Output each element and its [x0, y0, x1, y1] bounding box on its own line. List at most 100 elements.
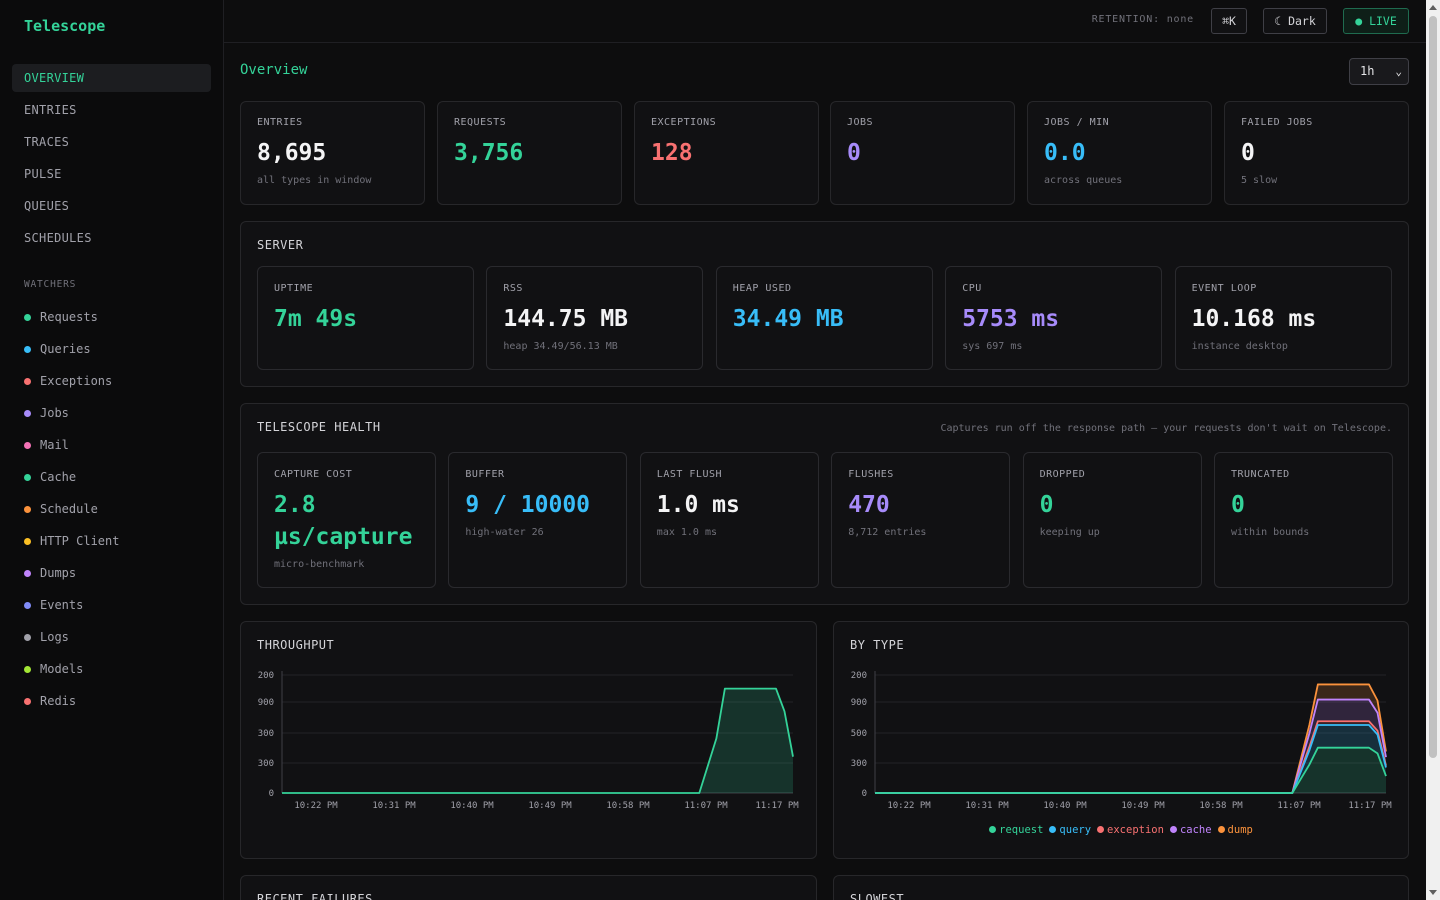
by-type-legend: request query exception cache dump [834, 824, 1408, 836]
x-tick-label: 10:31 PM [372, 801, 416, 811]
y-tick-label: 0 [269, 789, 274, 799]
server-metric: EVENT LOOP 10.168 ms instance desktop [1174, 266, 1392, 370]
watcher-label: Dumps [40, 566, 77, 580]
watcher-item[interactable]: Mail [24, 433, 119, 465]
nav-item-queues[interactable]: QUEUES [24, 199, 70, 213]
watcher-label: Mail [40, 438, 69, 452]
metric-label: RSS [503, 283, 523, 294]
legend-item[interactable]: dump [1217, 824, 1253, 836]
theme-toggle-button[interactable]: ☾ Dark [1263, 8, 1327, 34]
watcher-label: Exceptions [40, 374, 113, 388]
server-metric: CPU 5753 ms sys 697 ms [945, 266, 1163, 370]
watcher-list: Requests Queries Exceptions Jobs Mail Cache Sc… [24, 305, 119, 721]
status-dot-icon [24, 378, 31, 385]
nav-item-schedules[interactable]: SCHEDULES [24, 231, 92, 245]
page-scrollbar[interactable] [1426, 0, 1440, 900]
metric-subtext: within bounds [1231, 527, 1310, 538]
metric-label: LAST FLUSH [656, 469, 723, 480]
watcher-item[interactable]: Exceptions [24, 369, 119, 401]
watcher-label: Queries [40, 342, 91, 356]
metric-label: BUFFER [465, 469, 505, 480]
watcher-item[interactable]: Events [24, 593, 119, 625]
watcher-item[interactable]: Redis [24, 689, 119, 721]
metric-label: UPTIME [274, 283, 314, 294]
stat-card: ENTRIES 8,695 all types in window [240, 101, 425, 205]
health-metric: BUFFER 9 / 10000 high-water 26 [448, 452, 628, 588]
metric-subtext: keeping up [1039, 527, 1100, 538]
watcher-item[interactable]: Schedule [24, 497, 119, 529]
stat-subtext: across queues [1044, 175, 1123, 186]
stat-card: REQUESTS 3,756 [437, 101, 622, 205]
legend-item[interactable]: exception [1097, 824, 1164, 836]
stat-card: FAILED JOBS 0 5 slow [1224, 101, 1409, 205]
slowest-title: SLOWEST [850, 892, 905, 900]
app-logo[interactable]: Telescope [24, 17, 106, 35]
legend-item[interactable]: query [1049, 824, 1091, 836]
status-dot-icon [24, 506, 31, 513]
scroll-up-icon[interactable] [1429, 5, 1437, 10]
watcher-item[interactable]: Queries [24, 337, 119, 369]
x-tick-label: 11:07 PM [1277, 801, 1321, 811]
watcher-item[interactable]: Requests [24, 305, 119, 337]
time-range-select[interactable]: 1h ⌄ [1349, 58, 1409, 85]
nav-item-traces[interactable]: TRACES [24, 135, 70, 149]
y-tick-label: 200 [851, 671, 867, 681]
legend-item[interactable]: cache [1169, 824, 1212, 836]
x-tick-label: 10:49 PM [528, 801, 572, 811]
x-tick-label: 10:49 PM [1121, 801, 1165, 811]
chevron-down-icon: ⌄ [1395, 65, 1402, 78]
watcher-label: Cache [40, 470, 77, 484]
x-tick-label: 10:40 PM [1043, 801, 1087, 811]
metric-value: 9 / 10000 [465, 492, 591, 518]
health-note: Captures run off the response path — you… [940, 423, 1392, 434]
legend-dot-icon [1097, 826, 1105, 833]
watcher-item[interactable]: Logs [24, 625, 119, 657]
metric-value: 5753 ms [962, 306, 1060, 332]
y-tick-label: 900 [258, 698, 274, 708]
watcher-item[interactable]: Dumps [24, 561, 119, 593]
metric-subtext: instance desktop [1191, 341, 1288, 352]
watcher-label: Jobs [40, 406, 69, 420]
legend-label: cache [1179, 824, 1212, 836]
watcher-label: Requests [40, 310, 98, 324]
y-tick-label: 200 [258, 671, 274, 681]
status-dot-icon [24, 602, 31, 609]
stat-value: 0 [847, 140, 861, 166]
nav-item-entries[interactable]: ENTRIES [24, 103, 77, 117]
status-dot-icon [24, 698, 31, 705]
watcher-item[interactable]: Models [24, 657, 119, 689]
by-type-chart: 0 300 500 900 200 10:22 PM 10:31 PM 10:40 PM 10:… [851, 671, 1392, 811]
live-toggle-button[interactable]: ● LIVE [1343, 8, 1409, 34]
legend-label: exception [1107, 824, 1164, 836]
legend-dot-icon [1049, 826, 1057, 833]
command-palette-button[interactable]: ⌘K [1211, 8, 1247, 34]
scroll-down-icon[interactable] [1429, 890, 1437, 895]
stat-card: JOBS 0 [830, 101, 1015, 205]
watcher-item[interactable]: Jobs [24, 401, 119, 433]
health-metric: FLUSHES 470 8,712 entries [831, 452, 1011, 588]
x-tick-label: 10:58 PM [606, 801, 650, 811]
page-title: Overview [240, 62, 308, 78]
y-tick-label: 900 [851, 698, 867, 708]
nav-item-pulse[interactable]: PULSE [24, 167, 62, 181]
watcher-label: Models [40, 662, 84, 676]
scrollbar-thumb[interactable] [1429, 16, 1437, 758]
stat-label: REQUESTS [454, 117, 507, 128]
metric-label: FLUSHES [848, 469, 894, 480]
metric-value: 34.49 MB [732, 306, 844, 332]
metric-value: 0 [1039, 492, 1054, 518]
nav-item-overview[interactable]: OVERVIEW [12, 64, 211, 92]
legend-label: request [999, 824, 1044, 836]
watcher-item[interactable]: HTTP Client [24, 529, 119, 561]
metric-label: HEAP USED [732, 283, 792, 294]
watcher-item[interactable]: Cache [24, 465, 119, 497]
stat-label: JOBS [847, 117, 874, 128]
stat-card: JOBS / MIN 0.0 across queues [1027, 101, 1212, 205]
legend-item[interactable]: request [989, 824, 1043, 836]
legend-label: query [1059, 824, 1092, 836]
metric-subtext: 8,712 entries [848, 527, 927, 538]
series-line [282, 687, 794, 794]
main-nav: OVERVIEW ENTRIES TRACES PULSE QUEUES SCH… [12, 64, 211, 256]
series-line [875, 746, 1387, 794]
status-dot-icon [24, 410, 31, 417]
